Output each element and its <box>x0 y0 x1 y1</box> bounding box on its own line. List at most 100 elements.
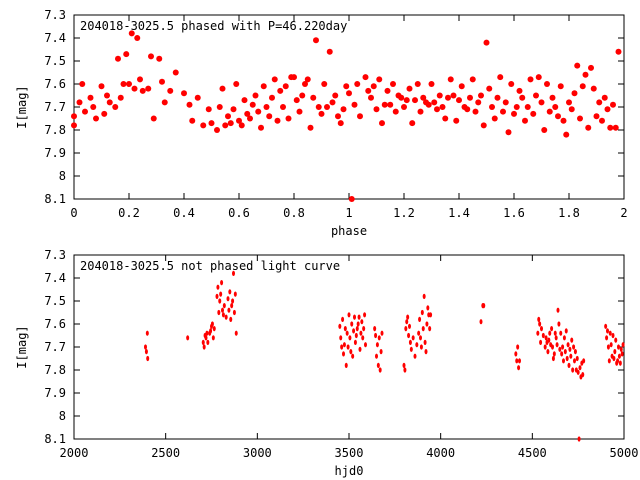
panel-2-data-point <box>202 344 206 350</box>
panel-1-data-point <box>315 104 322 110</box>
panel-2-data-point <box>544 335 548 341</box>
panel-1-data-point <box>222 122 229 129</box>
panel-2-data-point <box>411 335 415 341</box>
panel-2-data-point <box>426 305 430 311</box>
panel-2-data-point <box>145 330 149 336</box>
panel-2-data-point <box>618 360 622 366</box>
panel-2-data-point <box>550 326 554 332</box>
panel-1-data-point <box>159 78 165 85</box>
panel-2-data-point <box>417 330 421 336</box>
panel-2-data-point <box>375 353 378 359</box>
panel-1-data-point <box>139 87 146 94</box>
panel-1-data-point <box>417 108 424 115</box>
panel-2-x-tick-label: 3500 <box>335 446 364 460</box>
panel-2-data-point <box>565 355 569 362</box>
panel-2-data-point <box>516 344 520 350</box>
panel-1-data-point <box>392 108 399 115</box>
panel-1-data-point <box>412 97 418 104</box>
panel-1-data-point <box>230 106 237 113</box>
panel-2-data-point <box>605 335 609 341</box>
panel-2-data-point <box>415 342 419 348</box>
panel-1-data-point <box>544 81 550 87</box>
panel-1-data-point <box>555 113 561 120</box>
panel-2-data-point <box>216 284 220 290</box>
panel-1-x-tick-label: 0 <box>70 206 77 220</box>
panel-2-data-point <box>224 314 228 320</box>
panel-1-y-tick-label: 8 <box>59 169 66 183</box>
panel-2-y-tick-label: 7.3 <box>44 248 66 262</box>
panel-1-data-point <box>450 92 457 99</box>
panel-2-data-point <box>408 339 412 345</box>
panel-2-data-point <box>413 353 417 359</box>
panel-1-data-point <box>500 108 506 115</box>
panel-1-x-tick-label: 0.6 <box>228 206 250 220</box>
panel-2-data-point <box>428 326 432 332</box>
panel-2-data-point <box>230 303 234 309</box>
panel-1-plot-frame <box>73 14 625 200</box>
panel-1-data-point <box>346 90 352 97</box>
panel-1-data-point <box>480 122 487 129</box>
panel-1-data-point <box>299 92 306 99</box>
panel-2-data-point <box>402 362 406 368</box>
panel-1-data-point <box>516 87 523 94</box>
panel-1-data-point <box>472 108 479 115</box>
panel-2-data-point <box>341 316 345 322</box>
panel-2-data-point <box>215 293 219 299</box>
panel-2-data-point <box>482 303 486 309</box>
panel-2-data-point <box>561 344 565 350</box>
panel-1-x-tick-label: 1.4 <box>448 206 470 220</box>
panel-1-data-point <box>436 92 443 99</box>
panel-1-title: 204018-3025.5 phased with P=46.220day <box>80 19 347 33</box>
panel-2-data-point <box>560 351 564 357</box>
panel-2-x-tick-label: 2500 <box>151 446 180 460</box>
panel-1-data-point <box>280 104 286 110</box>
panel-2-data-point <box>425 321 429 327</box>
panel-2-data-point <box>344 362 348 368</box>
panel-1-chart: 0 0.2 0.4 0.6 0.8 1 1.2 1.4 1.6 1.8 2 7.3 7.4 7.5 7.6 7… <box>15 8 628 238</box>
panel-2-data-point <box>212 326 216 332</box>
panel-2-data-point <box>403 367 407 373</box>
panel-2-data-point <box>354 332 358 339</box>
panel-1-data-point <box>568 106 575 113</box>
panel-2-data-point <box>573 358 576 364</box>
panel-1-data-point <box>324 104 330 110</box>
panel-1-data-point <box>585 124 592 131</box>
panel-1-y-tick-label: 7.3 <box>44 8 66 22</box>
panel-1-data-point <box>101 110 108 117</box>
panel-2-x-tick-label: 4500 <box>518 446 547 460</box>
panel-2-y-axis-label: I[mag] <box>15 325 29 368</box>
panel-2-data-point <box>409 346 413 352</box>
panel-1-data-point <box>491 115 498 122</box>
panel-2-data-point <box>423 339 427 345</box>
panel-2-data-point <box>572 344 576 350</box>
panel-1-data-point <box>120 81 127 87</box>
panel-2-data-point <box>420 309 424 316</box>
panel-2-data-point <box>363 312 367 318</box>
panel-1-data-point <box>431 99 438 106</box>
panel-2-data-point <box>424 349 428 355</box>
panel-2-data-point <box>562 335 566 341</box>
panel-1-data-point <box>365 87 372 94</box>
panel-1-data-point <box>384 87 391 94</box>
panel-2-y-tick-label: 7.6 <box>44 317 66 331</box>
panel-1-data-point <box>351 101 358 108</box>
panel-2-data-point <box>408 323 411 329</box>
panel-1-data-point <box>588 64 594 71</box>
panel-2-data-point <box>356 321 360 327</box>
panel-2-y-tick-label: 7.9 <box>44 386 66 400</box>
panel-2-data-point <box>613 349 617 355</box>
panel-1-data-point <box>117 94 124 101</box>
panel-1-x-tick-label: 0.4 <box>173 206 195 220</box>
panel-1-data-point <box>293 97 300 104</box>
panel-1-data-point <box>414 81 421 87</box>
panel-1-data-point <box>403 97 410 104</box>
panel-1-data-point <box>214 127 220 133</box>
panel-2-data-point <box>353 339 357 345</box>
panel-2-data-point <box>540 326 543 332</box>
panel-1-x-tick-label: 0.2 <box>118 206 140 220</box>
panel-1-data-point <box>522 117 528 124</box>
panel-2-data-point <box>359 330 363 336</box>
panel-2-data-point <box>404 326 408 332</box>
panel-2-data-point <box>617 344 620 350</box>
panel-1-data-point <box>71 113 77 120</box>
